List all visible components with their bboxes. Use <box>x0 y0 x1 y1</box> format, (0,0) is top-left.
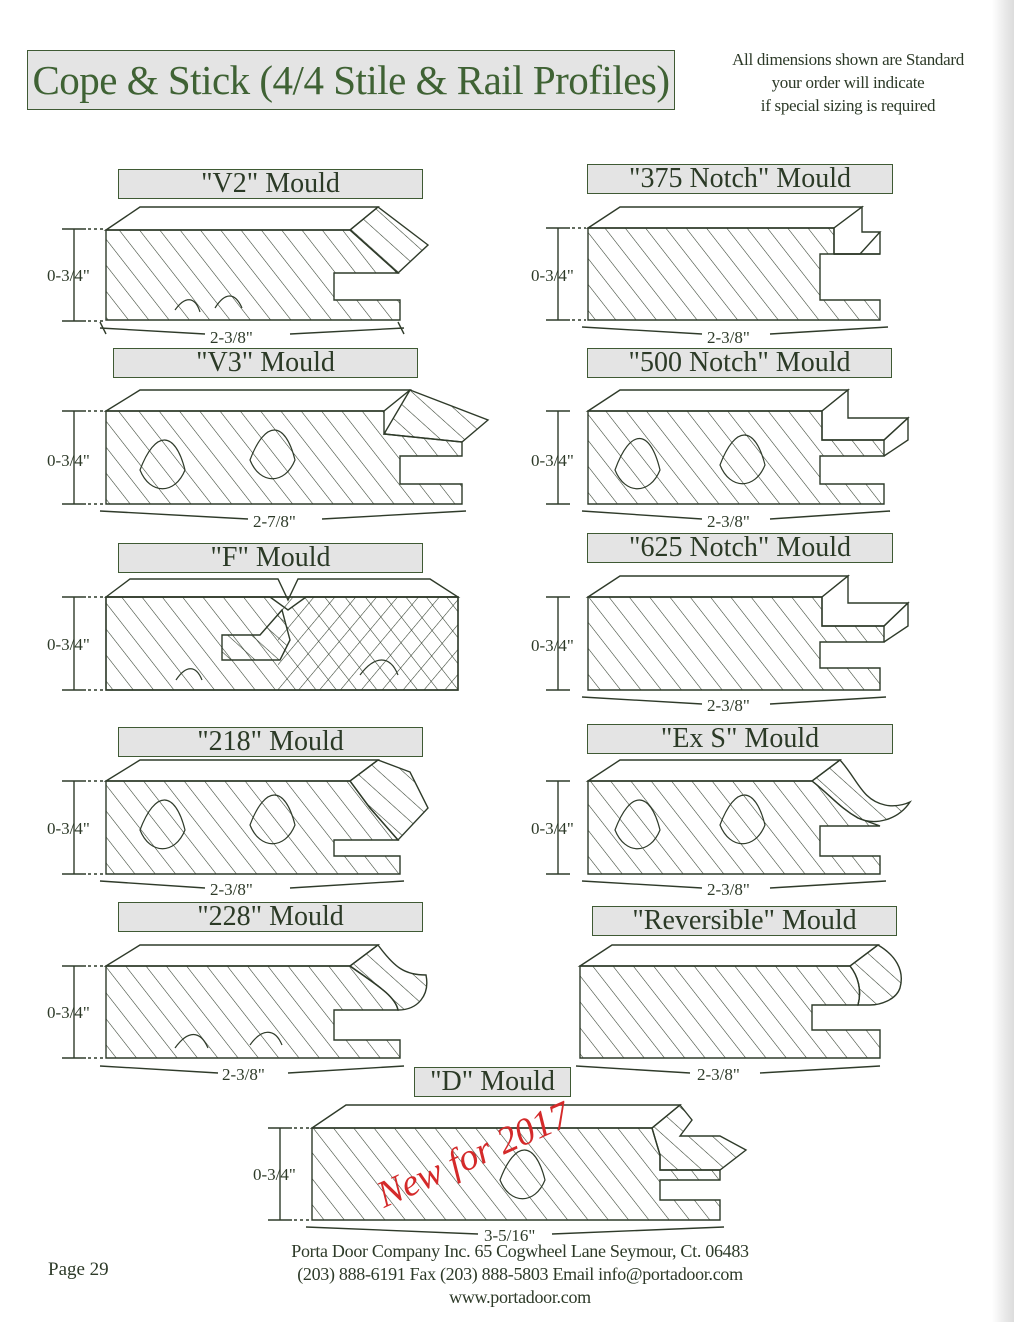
height-dimension <box>62 780 104 875</box>
profile-label-625-notch: "625 Notch" Mould <box>587 533 893 563</box>
profile-label-500-notch: "500 Notch" Mould <box>587 348 892 378</box>
profile-500-notch <box>546 388 910 520</box>
page-title-box: Cope & Stick (4/4 Stile & Rail Profiles) <box>27 50 675 110</box>
footer-website: www.portadoor.com <box>449 1287 591 1307</box>
height-dimension <box>546 227 586 321</box>
dimensions-note-line: your order will indicate <box>771 73 925 92</box>
profile-label-v3: "V3" Mould <box>113 348 418 378</box>
height-label: 0-3/4" <box>47 1003 90 1022</box>
profile-v2 <box>62 206 430 335</box>
width-label: 2-3/8" <box>707 512 750 531</box>
width-dimension <box>581 510 891 520</box>
width-label: 3-5/16" <box>484 1226 535 1245</box>
height-label: 0-3/4" <box>47 266 90 285</box>
page-title: Cope & Stick (4/4 Stile & Rail Profiles) <box>32 57 670 103</box>
profile-label-d: "D" Mould <box>414 1067 571 1097</box>
width-label: 2-3/8" <box>222 1065 265 1084</box>
height-dimension <box>268 1127 310 1221</box>
width-label: 2-7/8" <box>253 512 296 531</box>
profile-228 <box>62 944 428 1074</box>
width-dimension <box>581 696 887 705</box>
dimensions-note: All dimensions shown are Standard your o… <box>700 48 996 117</box>
width-label: 2-3/8" <box>707 880 750 899</box>
height-dimension <box>62 596 104 691</box>
height-label: 0-3/4" <box>47 635 90 654</box>
profile-label-ex-s: "Ex S" Mould <box>587 724 893 754</box>
height-label: 0-3/4" <box>531 451 574 470</box>
page-number: Page 29 <box>48 1259 109 1280</box>
height-label: 0-3/4" <box>47 451 90 470</box>
height-label: 0-3/4" <box>531 266 574 285</box>
profile-375-notch <box>546 205 889 335</box>
footer-company: Porta Door Company Inc. 65 Cogwheel Lane… <box>291 1241 749 1261</box>
page-edge-shadow <box>992 0 1014 1322</box>
width-label: 2-3/8" <box>210 328 253 347</box>
dimensions-note-line: All dimensions shown are Standard <box>732 50 964 69</box>
profile-v3 <box>62 389 490 520</box>
height-dimension <box>546 596 570 691</box>
profile-d <box>268 1104 748 1235</box>
width-dimension <box>575 1065 881 1074</box>
height-dimension <box>62 965 104 1059</box>
height-label: 0-3/4" <box>531 636 574 655</box>
profile-218 <box>62 759 429 889</box>
width-label: 2-3/8" <box>707 328 750 347</box>
footer-contact: Porta Door Company Inc. 65 Cogwheel Lane… <box>240 1240 800 1309</box>
width-label: 2-3/8" <box>707 696 750 715</box>
footer-contact-line: (203) 888-6191 Fax (203) 888-5803 Email … <box>297 1264 743 1284</box>
height-label: 0-3/4" <box>531 819 574 838</box>
profile-ex-s <box>546 759 913 889</box>
width-dimension <box>99 321 405 335</box>
profile-label-228: "228" Mould <box>118 902 423 932</box>
profile-reversible <box>575 944 902 1074</box>
width-label: 2-3/8" <box>210 880 253 899</box>
width-dimension <box>99 510 467 520</box>
profile-label-218: "218" Mould <box>118 727 423 757</box>
profile-label-v2: "V2" Mould <box>118 169 423 199</box>
profile-625-notch <box>546 574 910 705</box>
width-dimension <box>581 880 887 889</box>
height-dimension <box>62 410 104 505</box>
height-dimension <box>546 780 570 875</box>
dimensions-note-line: if special sizing is required <box>760 96 936 115</box>
height-label: 0-3/4" <box>47 819 90 838</box>
profile-label-f: "F" Mould <box>118 543 423 573</box>
profile-label-375-notch: "375 Notch" Mould <box>587 164 893 194</box>
width-dimension <box>305 1226 725 1235</box>
profile-label-reversible: "Reversible" Mould <box>592 906 897 936</box>
height-dimension <box>546 410 570 505</box>
width-dimension <box>99 880 405 889</box>
width-dimension <box>581 326 889 335</box>
height-label: 0-3/4" <box>253 1165 296 1184</box>
profile-f <box>62 578 461 691</box>
height-dimension <box>62 228 104 322</box>
width-dimension <box>99 1065 405 1074</box>
width-label: 2-3/8" <box>697 1065 740 1084</box>
